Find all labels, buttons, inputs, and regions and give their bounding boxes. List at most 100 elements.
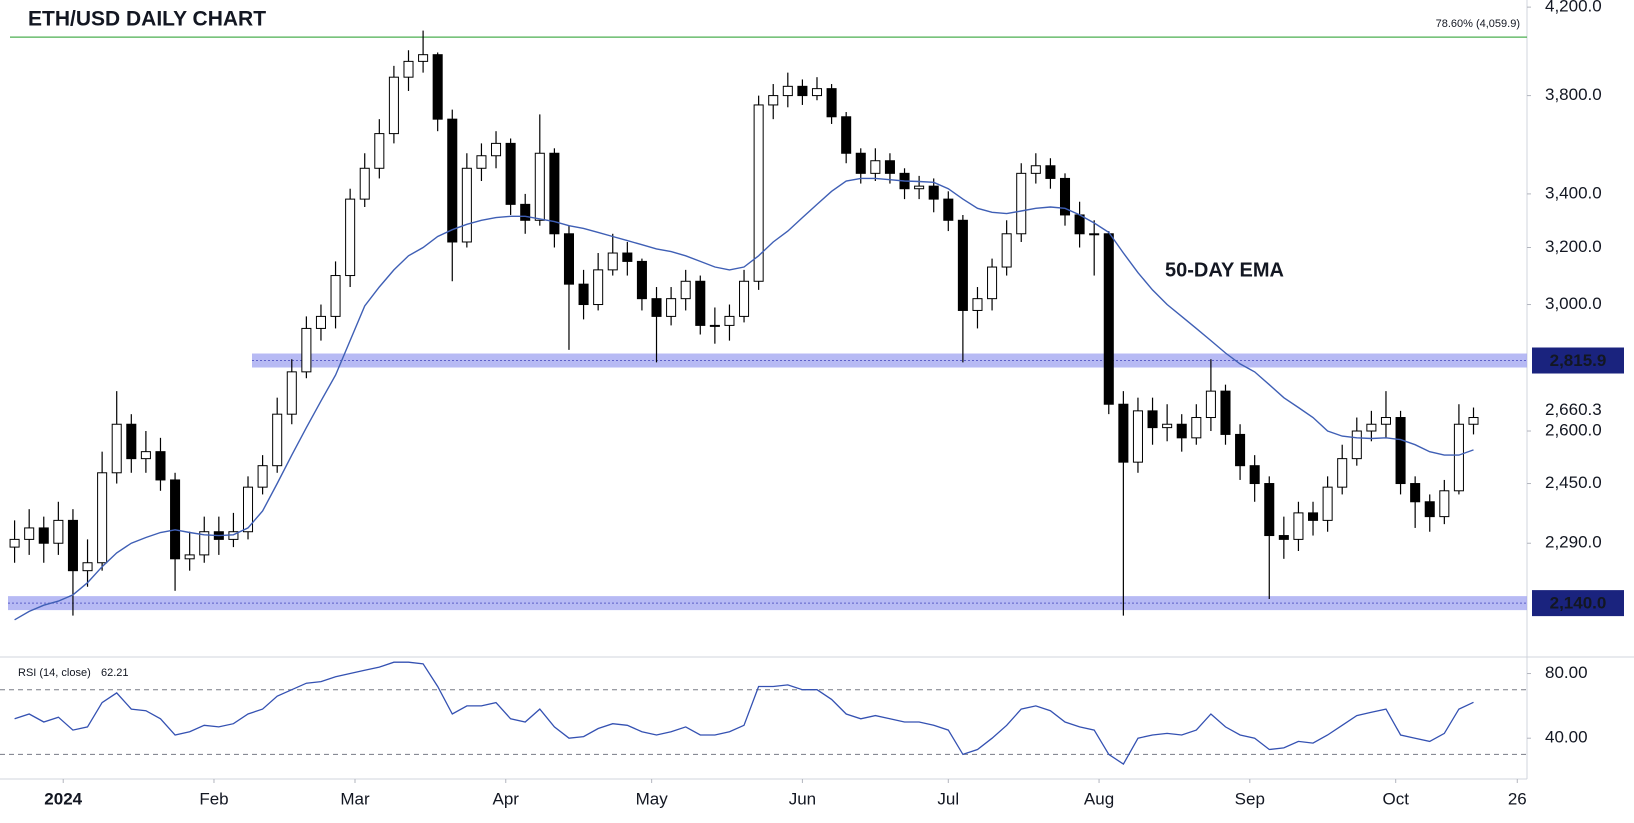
x-tick-label: Jun xyxy=(789,789,816,808)
candle-body xyxy=(24,527,35,540)
candle-body xyxy=(739,280,750,317)
candle-body xyxy=(388,76,399,135)
candle-body xyxy=(811,88,823,97)
candle-body xyxy=(549,152,560,235)
candle-body xyxy=(447,118,458,243)
candle-body xyxy=(1439,490,1450,518)
candle-body xyxy=(1132,410,1143,463)
candle-body xyxy=(1249,465,1260,485)
candle-body xyxy=(97,472,108,564)
candle-body xyxy=(651,298,662,317)
candle-body xyxy=(476,155,487,169)
candle-body xyxy=(1030,165,1041,174)
candle-body xyxy=(242,486,254,533)
candle-body xyxy=(1351,430,1362,460)
candle-body xyxy=(622,252,633,262)
candle-body xyxy=(257,465,268,488)
candle-body xyxy=(359,167,370,200)
candle-body xyxy=(607,252,618,271)
rsi-line xyxy=(14,661,1474,766)
level-label: 2,815.9 xyxy=(1550,351,1607,370)
candle-body xyxy=(709,324,720,327)
level-tag xyxy=(1532,347,1624,374)
candle-body xyxy=(972,298,983,311)
x-tick-label: Apr xyxy=(493,789,520,808)
candle-body xyxy=(578,283,589,306)
candle-body xyxy=(9,538,20,548)
candle-body xyxy=(884,160,895,174)
candle-body xyxy=(943,198,954,221)
candle-body xyxy=(1103,233,1114,405)
candle-body xyxy=(345,198,356,277)
level-band xyxy=(8,596,1527,611)
rsi-title: RSI (14, close) xyxy=(18,667,91,679)
candle-body xyxy=(1395,417,1406,485)
x-tick-label: Aug xyxy=(1084,789,1114,808)
candle-body xyxy=(1410,483,1421,503)
last-price-label: 2,660.3 xyxy=(1545,400,1602,419)
fib-label: 78.60% (4,059.9) xyxy=(1436,18,1520,30)
candle-body xyxy=(1089,233,1100,236)
y-tick-label: 3,400.0 xyxy=(1545,183,1602,202)
candle-body xyxy=(1264,483,1275,537)
candle-body xyxy=(724,315,735,326)
candle-body xyxy=(38,527,49,544)
y-tick-label: 3,000.0 xyxy=(1545,294,1602,313)
candle-body xyxy=(67,519,78,572)
candle-body xyxy=(461,167,472,243)
candle-body xyxy=(680,280,691,300)
y-tick-label: 2,290.0 xyxy=(1545,533,1602,552)
candle-body xyxy=(374,133,385,169)
candle-body xyxy=(1293,512,1304,540)
candle-body xyxy=(1337,458,1348,488)
candle-body xyxy=(1045,165,1056,179)
candle-body xyxy=(957,219,968,311)
y-tick-label: 3,200.0 xyxy=(1545,237,1602,256)
y-tick-label: 4,200.0 xyxy=(1545,0,1602,16)
x-tick-label: May xyxy=(636,789,669,808)
ema-line xyxy=(14,177,1474,621)
candle-body xyxy=(841,116,852,154)
candle-body xyxy=(1118,403,1129,463)
x-tick-label: Jul xyxy=(937,789,959,808)
candle-body xyxy=(491,142,502,157)
candle-body xyxy=(520,203,531,221)
candle-body xyxy=(1205,390,1216,419)
candle-body xyxy=(126,423,137,460)
candle-body xyxy=(768,95,779,106)
candle-body xyxy=(1235,433,1246,467)
candle-body xyxy=(1162,423,1173,429)
candle-body xyxy=(272,413,283,467)
candle-body xyxy=(1016,172,1027,235)
candle-body xyxy=(53,519,64,544)
candle-body xyxy=(1424,501,1435,518)
candle-body xyxy=(666,298,677,317)
candle-body xyxy=(870,160,881,174)
candle-body xyxy=(155,451,166,481)
ema-label: 50-DAY EMA xyxy=(1165,259,1284,281)
candle-body xyxy=(418,54,429,62)
candle-body xyxy=(593,269,604,306)
y-tick-label: 2,450.0 xyxy=(1545,473,1602,492)
candle-body xyxy=(1380,417,1391,425)
candle-body xyxy=(403,60,414,78)
rsi-y-tick-label: 40.00 xyxy=(1545,728,1588,747)
candle-body xyxy=(1191,417,1202,439)
candle-body xyxy=(1453,423,1464,492)
candle-body xyxy=(111,423,122,474)
candle-body xyxy=(534,152,545,221)
chart-title: ETH/USD DAILY CHART xyxy=(28,8,266,31)
candle-body xyxy=(1220,390,1231,435)
candle-body xyxy=(695,280,706,326)
candle-body xyxy=(301,327,312,373)
candle-body xyxy=(170,479,181,560)
rsi-last-value: 62.21 xyxy=(101,667,129,679)
y-tick-label: 3,800.0 xyxy=(1545,85,1602,104)
candle-body xyxy=(636,260,647,300)
x-tick-label: Mar xyxy=(340,789,370,808)
candle-body xyxy=(1001,233,1012,268)
level-tag xyxy=(1532,590,1624,617)
candle-body xyxy=(1468,417,1479,425)
